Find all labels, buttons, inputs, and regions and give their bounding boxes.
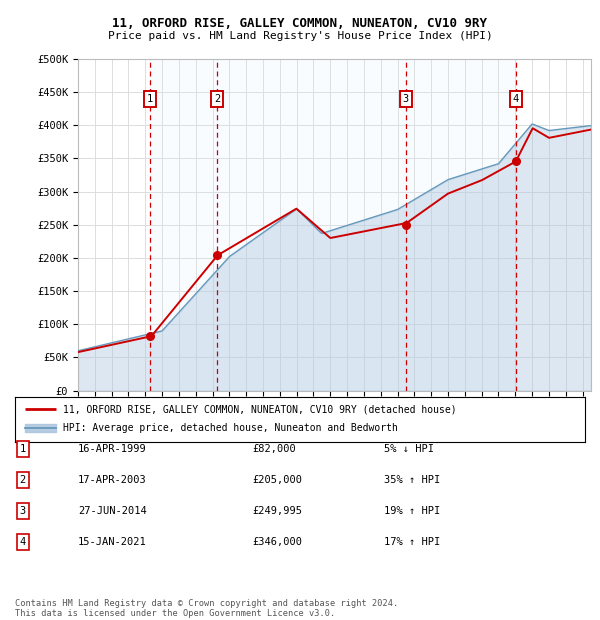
Text: 27-JUN-2014: 27-JUN-2014 (78, 506, 147, 516)
Text: £346,000: £346,000 (252, 537, 302, 547)
Text: 15-JAN-2021: 15-JAN-2021 (78, 537, 147, 547)
Text: 3: 3 (20, 506, 26, 516)
Text: 35% ↑ HPI: 35% ↑ HPI (384, 475, 440, 485)
Text: 11, ORFORD RISE, GALLEY COMMON, NUNEATON, CV10 9RY: 11, ORFORD RISE, GALLEY COMMON, NUNEATON… (113, 17, 487, 30)
Bar (406, 59, 516, 391)
Text: 19% ↑ HPI: 19% ↑ HPI (384, 506, 440, 516)
Text: 4: 4 (20, 537, 26, 547)
Bar (150, 59, 217, 391)
Text: 2: 2 (214, 94, 221, 104)
Text: 16-APR-1999: 16-APR-1999 (78, 444, 147, 454)
Text: 1: 1 (147, 94, 153, 104)
Text: 5% ↓ HPI: 5% ↓ HPI (384, 444, 434, 454)
Text: HPI: Average price, detached house, Nuneaton and Bedworth: HPI: Average price, detached house, Nune… (64, 423, 398, 433)
Text: 11, ORFORD RISE, GALLEY COMMON, NUNEATON, CV10 9RY (detached house): 11, ORFORD RISE, GALLEY COMMON, NUNEATON… (64, 404, 457, 415)
Text: 2: 2 (20, 475, 26, 485)
Text: Price paid vs. HM Land Registry's House Price Index (HPI): Price paid vs. HM Land Registry's House … (107, 31, 493, 41)
Text: 3: 3 (403, 94, 409, 104)
Text: £205,000: £205,000 (252, 475, 302, 485)
Text: 17% ↑ HPI: 17% ↑ HPI (384, 537, 440, 547)
Text: £82,000: £82,000 (252, 444, 296, 454)
Text: 4: 4 (513, 94, 519, 104)
Text: 1: 1 (20, 444, 26, 454)
Text: £249,995: £249,995 (252, 506, 302, 516)
Text: 17-APR-2003: 17-APR-2003 (78, 475, 147, 485)
Text: Contains HM Land Registry data © Crown copyright and database right 2024.
This d: Contains HM Land Registry data © Crown c… (15, 599, 398, 618)
Bar (217, 59, 406, 391)
